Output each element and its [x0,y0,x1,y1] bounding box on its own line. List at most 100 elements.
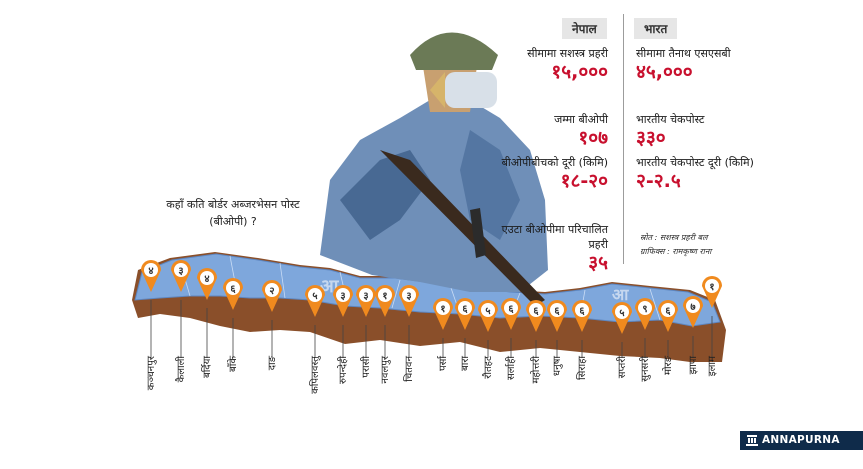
bop-pin: ६ [658,300,678,332]
district-label: कैलाली [176,356,187,383]
nepal-stat-bop-total: जम्मा बीओपी १०७ [498,112,608,149]
pin-inner [402,288,416,302]
bop-pin: ९ [635,298,655,330]
pin-inner [226,281,240,295]
pin-inner [638,301,652,315]
district-label: सुनसरी [640,356,651,382]
pin-count: ६ [665,306,671,317]
district-label: कञ्चनपुर [146,356,157,391]
stat-value: ३५ [588,252,608,274]
bop-pin: ६ [501,298,521,330]
bop-pin: ७ [683,296,703,328]
bop-pin: १ [433,298,453,330]
pin-count: १ [440,304,445,315]
stat-label: सीमामा तैनाथ एसएसबी [636,47,731,60]
stat-label: एउटा बीओपीमा परिचालित प्रहरी [501,223,608,251]
bop-pin: ३ [356,285,376,317]
stat-label: जम्मा बीओपी [554,113,608,126]
bop-pin: ६ [547,300,567,332]
district-label: कपिलवस्तु [310,356,321,394]
pin-count: ३ [363,291,368,302]
stat-label: सीमामा सशस्त्र प्रहरी [527,47,608,60]
pin-inner [308,288,322,302]
pin-inner [359,288,373,302]
pin-inner [686,299,700,313]
bop-pin: ५ [612,302,632,334]
pillar-icon [746,435,758,446]
district-label: सिराहा [577,356,588,380]
district-label: रौतहट [483,356,494,379]
pin-count: १ [382,291,387,302]
pin-count: ९ [642,304,647,315]
pin-inner [705,279,719,293]
district-label: बर्दिया [202,356,213,378]
district-label: धनुषा [552,356,563,377]
pin-count: ३ [340,291,345,302]
india-stat-checkpost-distance: भारतीय चेकपोस्ट दूरी (किमि) २-२.५ [636,155,776,192]
pin-inner [458,301,472,315]
pin-inner [265,283,279,297]
pin-count: २ [269,286,274,297]
source-credit: स्रोत : सशस्त्र प्रहरी बल [640,233,708,242]
pin-inner [336,288,350,302]
stat-label: बीओपीबीचको दूरी (किमि) [501,156,608,169]
pin-count: १ [709,282,714,293]
stat-value: ४५,००० [636,61,693,83]
pin-inner [174,263,188,277]
bop-pin: ३ [399,285,419,317]
pin-count: ५ [312,291,317,302]
pin-count: ७ [690,302,696,313]
district-label: बारा [460,356,471,371]
district-label: सर्लाही [506,356,517,381]
bop-pin: ५ [305,285,325,317]
pin-leaders [150,300,713,358]
district-label: रुपन्देही [338,356,349,384]
pin-count: ६ [462,304,468,315]
brand-bar: ANNAPURNA POST [740,431,863,465]
bop-pin: ३ [171,260,191,292]
bop-pin: ६ [572,300,592,332]
nepal-stat-police-per-bop: एउटा बीओपीमा परिचालित प्रहरी ३५ [498,222,608,274]
india-stat-checkpost: भारतीय चेकपोस्ट ३३० [636,112,776,149]
stat-label: भारतीय चेकपोस्ट दूरी (किमि) [636,156,754,169]
district-label: दाङ [267,356,278,371]
bop-pin: १ [375,285,395,317]
district-label: बाँके [228,356,239,372]
pin-inner [200,271,214,285]
nepal-map: आ आ ४ ३४६ २ ५ ३ ३ १ ३१ ६ ५ ६ ६ ६ ६ ५ ९ ६ ७१ [132,32,726,362]
bop-pin: ३ [333,285,353,317]
stat-value: ३३० [636,127,666,149]
pin-count: ६ [533,306,539,317]
stat-value: १८-२० [560,170,608,192]
district-label: इलाम [707,356,718,377]
district-label: मोरङ [663,356,674,376]
india-header: भारत [634,18,678,39]
graphics-credit: ग्राफिक्स : रामकृष्ण राना [640,247,712,256]
pin-inner [529,303,543,317]
pin-count: ३ [406,291,411,302]
bop-pin: ५ [478,300,498,332]
svg-text:आ: आ [612,287,629,304]
district-label: झापा [688,356,699,375]
pin-inner [504,301,518,315]
pin-count: ५ [485,306,490,317]
pin-count: ४ [148,266,153,277]
bop-pin: ६ [455,298,475,330]
panel-divider [623,14,624,264]
bop-pins: ४ ३ ४ ६ २ ५ ३ ३ १ ३ १ ६ ५ ६ ६ ६ ६ ५ ९ ६ ७ १ [141,260,722,334]
nepal-stat-bop-distance: बीओपीबीचको दूरी (किमि) १८-२० [498,155,608,192]
district-label: पर्सा [438,356,449,372]
district-label: सप्तरी [617,356,628,379]
pin-inner [615,305,629,319]
bop-pin: ४ [197,268,217,300]
pin-inner [378,288,392,302]
pin-inner [481,303,495,317]
pin-count: ६ [230,284,236,295]
bop-pin: ६ [223,278,243,310]
stat-value: २-२.५ [636,170,681,192]
pin-count: ४ [204,274,209,285]
bop-pin: १ [702,276,722,308]
pin-inner [575,303,589,317]
pin-count: ६ [579,306,585,317]
